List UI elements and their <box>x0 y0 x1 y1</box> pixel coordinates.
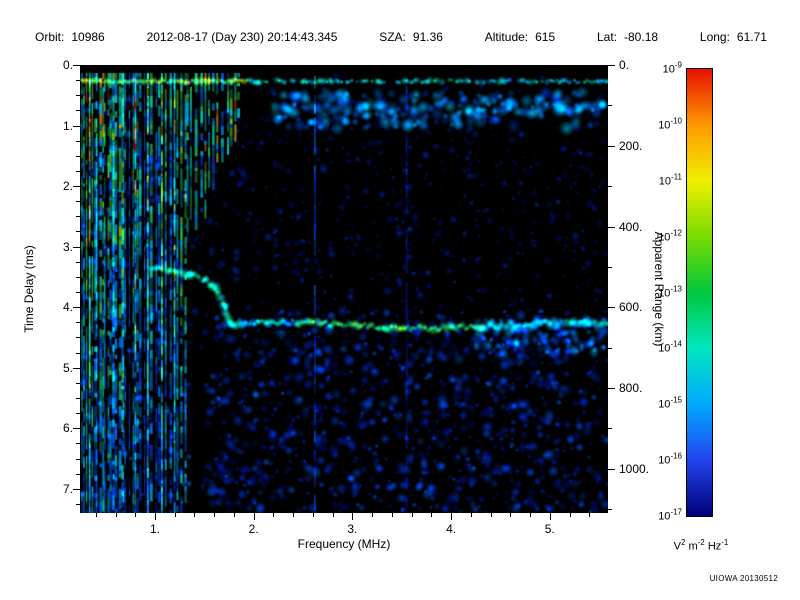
x-tick-label: 3. <box>347 522 358 536</box>
header-info: Orbit: 10986 2012-08-17 (Day 230) 20:14:43… <box>35 30 767 44</box>
header-item-label: SZA: <box>379 30 406 44</box>
tick-mark <box>73 488 80 490</box>
tick-mark <box>411 513 413 517</box>
tick-mark <box>608 145 615 147</box>
tick-mark <box>391 513 393 517</box>
tick-mark <box>174 513 176 517</box>
tick-mark <box>73 428 80 430</box>
tick-mark <box>372 513 374 517</box>
tick-mark <box>115 513 117 517</box>
colorbar-tick-label: 10-9 <box>662 60 682 76</box>
tick-mark <box>569 513 571 517</box>
colorbar-tick-label: 10-16 <box>658 451 682 467</box>
colorbar-tick-label: 10-17 <box>658 507 682 523</box>
header-item-value: 61.71 <box>736 30 767 44</box>
y-tick-label: 2. <box>62 179 73 194</box>
spectrogram-plot <box>80 65 608 513</box>
tick-mark <box>510 513 512 517</box>
header-item: 2012-08-17 (Day 230) 20:14:43.345 <box>147 30 338 44</box>
tick-mark <box>608 468 615 470</box>
y-tick-label: 5. <box>62 360 73 375</box>
tick-mark <box>431 513 433 517</box>
header-item-value: 91.36 <box>412 30 443 44</box>
colorbar-unit-label: V2 m-2 Hz-1 <box>673 538 729 553</box>
y-right-tick-label: 600. <box>619 300 643 315</box>
colorbar-tick-label: 10-11 <box>658 172 682 188</box>
tick-mark <box>608 226 615 228</box>
y-right-tick-label: 400. <box>619 219 643 234</box>
tick-mark <box>470 513 472 517</box>
tick-mark <box>608 347 612 349</box>
colorbar-gradient <box>686 68 713 517</box>
tick-mark <box>95 513 97 517</box>
tick-mark <box>608 428 612 430</box>
y-tick-label: 3. <box>62 239 73 254</box>
tick-mark <box>608 65 615 66</box>
header-item-label: Altitude: <box>484 30 529 44</box>
tick-mark <box>233 513 235 517</box>
tick-mark <box>73 125 80 127</box>
tick-mark <box>451 513 453 520</box>
tick-mark <box>530 513 532 517</box>
header-item-value: -80.18 <box>624 30 659 44</box>
x-tick-label: 5. <box>544 522 555 536</box>
header-item: Altitude: 615 <box>485 30 555 44</box>
tick-mark <box>135 513 137 517</box>
tick-mark <box>155 513 156 520</box>
tick-mark <box>273 513 275 517</box>
tick-mark <box>73 65 80 66</box>
tick-mark <box>608 266 612 268</box>
tick-mark <box>73 246 80 248</box>
y-tick-label: 7. <box>62 481 73 496</box>
tick-mark <box>490 513 492 517</box>
header-item: Orbit: 10986 <box>35 30 105 44</box>
tick-mark <box>73 367 80 369</box>
colorbar-tick-label: 10-10 <box>658 116 682 132</box>
spectrogram-canvas <box>80 65 608 513</box>
tick-mark <box>352 513 354 520</box>
header-item-label: Orbit: <box>35 30 65 44</box>
tick-mark <box>549 513 551 520</box>
tick-mark <box>608 307 615 309</box>
tick-mark <box>214 513 216 517</box>
tick-mark <box>608 509 612 511</box>
y-axis-title-right: Apparent Range (km) <box>652 231 666 347</box>
header-item: Long: 61.71 <box>700 30 767 44</box>
header-item-label: Lat: <box>597 30 618 44</box>
y-tick-label: 0. <box>62 58 73 72</box>
tick-mark <box>608 105 612 107</box>
credit-watermark: UIOWA 20130512 <box>709 574 778 583</box>
y-tick-label: 1. <box>62 118 73 133</box>
header-item: Lat: -80.18 <box>597 30 658 44</box>
header-item-value: 10986 <box>71 30 105 44</box>
colorbar-tick-label: 10-15 <box>658 395 682 411</box>
y-right-tick-label: 1000. <box>619 461 650 476</box>
y-right-tick-label: 0. <box>619 58 630 72</box>
tick-mark <box>608 186 612 188</box>
tick-mark <box>589 513 591 517</box>
x-tick-label: 2. <box>248 522 259 536</box>
tick-mark <box>312 513 314 517</box>
header-item-value: 615 <box>535 30 556 44</box>
header-item: SZA: 91.36 <box>379 30 443 44</box>
tick-mark <box>293 513 295 517</box>
y-axis-title-left: Time Delay (ms) <box>22 245 36 333</box>
y-tick-label: 6. <box>62 421 73 436</box>
header-item-label: Long: <box>699 30 730 44</box>
header-item-value: 2012-08-17 (Day 230) 20:14:43.345 <box>146 30 338 44</box>
tick-mark <box>253 513 255 520</box>
tick-mark <box>194 513 196 517</box>
y-right-tick-label: 800. <box>619 381 643 396</box>
y-right-tick-label: 200. <box>619 138 643 153</box>
y-tick-label: 4. <box>62 300 73 315</box>
tick-mark <box>608 388 615 390</box>
x-axis-title: Frequency (MHz) <box>297 537 391 551</box>
tick-mark <box>73 307 80 309</box>
tick-mark <box>73 186 80 188</box>
x-tick-label: 4. <box>446 522 457 536</box>
tick-mark <box>332 513 334 517</box>
x-tick-label: 1. <box>149 522 161 536</box>
